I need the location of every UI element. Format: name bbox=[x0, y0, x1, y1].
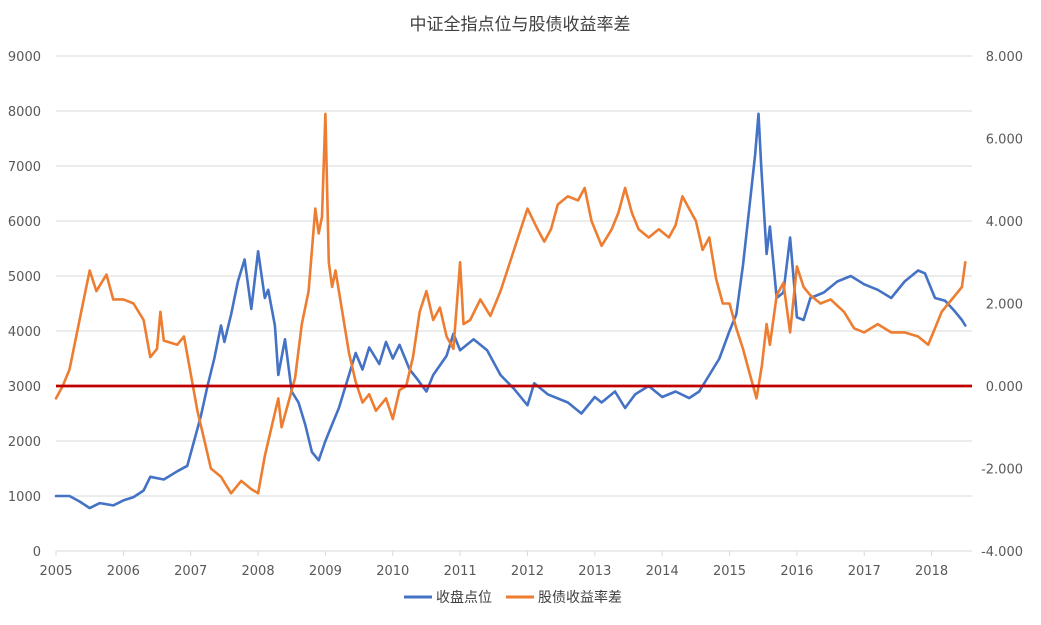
x-tick-label: 2016 bbox=[780, 564, 813, 579]
chart-title: 中证全指点位与股债收益率差 bbox=[410, 15, 631, 35]
left-tick-label: 9000 bbox=[8, 50, 41, 65]
right-tick-label: -2.000 bbox=[981, 463, 1023, 478]
right-axis-ticks: -4.000 -2.000 0.000 2.000 4.000 6.000 8.000 bbox=[981, 50, 1023, 560]
left-tick-label: 5000 bbox=[8, 270, 41, 285]
left-tick-label: 6000 bbox=[8, 215, 41, 230]
x-tick-label: 2014 bbox=[646, 564, 679, 579]
left-tick-label: 2000 bbox=[8, 435, 41, 450]
right-tick-label: 0.000 bbox=[986, 380, 1023, 395]
right-tick-label: -4.000 bbox=[981, 545, 1023, 560]
x-tick-label: 2006 bbox=[107, 564, 140, 579]
left-tick-label: 8000 bbox=[8, 105, 41, 120]
left-tick-label: 3000 bbox=[8, 380, 41, 395]
x-tick-label: 2013 bbox=[578, 564, 611, 579]
left-axis-ticks: 0 1000 2000 3000 4000 5000 6000 7000 8000 9000 bbox=[8, 50, 41, 560]
x-tick-label: 2012 bbox=[511, 564, 544, 579]
legend: 收盘点位 股债收益率差 bbox=[404, 589, 622, 606]
left-tick-label: 1000 bbox=[8, 490, 41, 505]
legend-label-1: 收盘点位 bbox=[436, 589, 492, 606]
series-line-1 bbox=[54, 112, 967, 510]
x-tick-label: 2009 bbox=[309, 564, 342, 579]
x-tick-label: 2017 bbox=[848, 564, 881, 579]
right-tick-label: 2.000 bbox=[986, 298, 1023, 313]
left-tick-label: 4000 bbox=[8, 325, 41, 340]
series-line-2 bbox=[54, 112, 967, 495]
x-tick-label: 2010 bbox=[376, 564, 409, 579]
x-axis-ticks: 2005 2006 2007 2008 2009 2010 2011 2012 2013 2014… bbox=[39, 550, 972, 579]
series-lines bbox=[54, 112, 967, 510]
right-tick-label: 4.000 bbox=[986, 215, 1023, 230]
x-tick-label: 2007 bbox=[174, 564, 207, 579]
left-tick-label: 0 bbox=[33, 545, 41, 560]
right-tick-label: 6.000 bbox=[986, 133, 1023, 148]
x-tick-label: 2011 bbox=[444, 564, 477, 579]
x-tick-label: 2015 bbox=[713, 564, 746, 579]
legend-label-2: 股债收益率差 bbox=[538, 589, 622, 606]
right-tick-label: 8.000 bbox=[986, 50, 1023, 65]
x-tick-label: 2005 bbox=[39, 564, 72, 579]
x-tick-label: 2008 bbox=[242, 564, 275, 579]
left-tick-label: 7000 bbox=[8, 160, 41, 175]
x-tick-label: 2018 bbox=[915, 564, 948, 579]
